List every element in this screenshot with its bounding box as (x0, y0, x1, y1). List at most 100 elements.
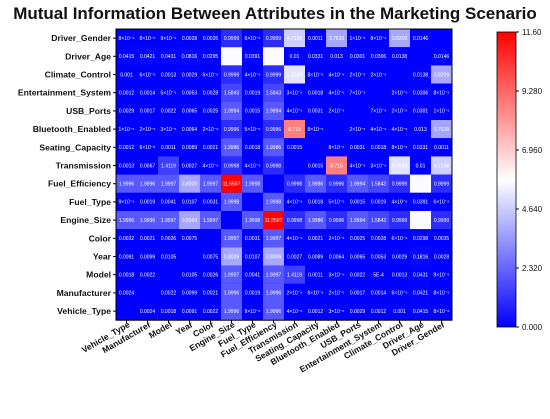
cell-value-label: 0.0306 (371, 54, 387, 60)
heatmap-cell (305, 156, 326, 175)
heatmap-cell (179, 211, 200, 230)
heatmap-cell (221, 283, 242, 302)
heatmap-cell (137, 211, 158, 230)
cell-value-label: 0.9999 (434, 182, 450, 188)
heatmap-cell (179, 29, 200, 48)
cell-value-label: 4.7158 (434, 163, 450, 169)
cell-value-label: 0.0065 (350, 254, 366, 260)
heatmap-cell (431, 302, 452, 321)
heatmap-cell (200, 120, 221, 139)
cell-value-label: 4×10⁻⁶ (287, 236, 303, 242)
cell-value-label: 0.0026 (161, 236, 177, 242)
cell-value-label: 2×10⁻⁶ (350, 127, 366, 133)
cell-value-label: 3.8009 (224, 254, 240, 260)
heatmap-cell (347, 211, 368, 230)
heatmap-cell (242, 247, 263, 266)
cell-value-label: 0.0017 (350, 291, 366, 297)
cell-value-label: 1.5843 (266, 91, 282, 97)
heatmap-cell (242, 65, 263, 84)
cell-value-label: 3×10⁻⁶ (371, 163, 387, 169)
heatmap-cell (389, 265, 410, 284)
cell-value-label: 0.0022 (140, 273, 156, 279)
heatmap-cell (137, 47, 158, 66)
cell-value-label: 11.5507 (265, 218, 283, 224)
cell-value-label: 0.0028 (371, 236, 387, 242)
heatmap-cell (347, 192, 368, 211)
heatmap-cell (305, 83, 326, 102)
cell-value-label: 1.9996 (119, 218, 135, 224)
heatmap-cell (284, 47, 305, 66)
cell-value-label: 3×10⁻⁶ (329, 273, 345, 279)
cell-value-label: 6×10⁻⁶ (203, 72, 219, 78)
cell-value-label: 0.0021 (203, 291, 219, 297)
heatmap-cell (242, 302, 263, 321)
heatmap-cell (431, 29, 452, 48)
row-label: Engine_Size (60, 215, 111, 225)
cell-value-label: 0.1816 (413, 254, 429, 260)
cell-value-label: 0.0391 (245, 54, 261, 60)
cell-value-label: 0.0019 (245, 291, 261, 297)
cell-value-label: 0.0028 (182, 36, 198, 42)
cell-value-label: 5.7137 (224, 54, 240, 60)
cell-value-label: 0.0138 (413, 72, 429, 78)
heatmap-cell (137, 138, 158, 157)
heatmap-cell (221, 101, 242, 120)
heatmap-cell (284, 174, 305, 193)
cell-value-label: 8×10⁻⁶ (434, 291, 450, 297)
heatmap-cell (116, 65, 137, 84)
cell-value-label: 1.9994 (266, 109, 282, 115)
heatmap-cell (431, 138, 452, 157)
cell-value-label: 0.9998 (287, 218, 303, 224)
heatmap-cell (242, 192, 263, 211)
heatmap-cell (158, 156, 179, 175)
cell-value-label: 0.0035 (203, 36, 219, 42)
heatmap-cell (368, 192, 389, 211)
heatmap-cell (347, 302, 368, 321)
heatmap-cell (221, 65, 242, 84)
heatmap-cell (326, 174, 347, 193)
heatmap-cell (368, 47, 389, 66)
cell-value-label: 0.0421 (140, 54, 156, 60)
heatmap-cell (116, 120, 137, 139)
cell-value-label: 3×10⁻⁶ (161, 127, 177, 133)
cell-value-label: 4×10⁻⁶ (287, 200, 303, 206)
heatmap-cell (431, 65, 452, 84)
cell-value-label: 0.0019 (245, 91, 261, 97)
cell-value-label: 0.0018 (245, 145, 261, 151)
heatmap-cell (263, 83, 284, 102)
cell-value-label: 8.715 (330, 163, 343, 169)
heatmap-cell (137, 156, 158, 175)
heatmap-cell (431, 283, 452, 302)
cell-value-label: 0.0421 (413, 291, 429, 297)
cell-value-label: 0.9999 (224, 72, 240, 78)
cell-value-label: 0.9999 (224, 36, 240, 42)
heatmap-cell (389, 47, 410, 66)
cell-value-label: 3×10⁻⁶ (287, 91, 303, 97)
heatmap-cell (137, 302, 158, 321)
cell-value-label: 1.9997 (203, 182, 219, 188)
cell-value-label: 0.0064 (329, 254, 345, 260)
heatmap-cell (305, 211, 326, 230)
heatmap-cell (200, 138, 221, 157)
heatmap-cell (158, 101, 179, 120)
cell-value-label: 1.9997 (266, 273, 282, 279)
cell-value-label: 0.0025 (203, 109, 219, 115)
heatmap-cell (179, 192, 200, 211)
heatmap-cell (389, 120, 410, 139)
heatmap-cell (389, 156, 410, 175)
heatmap-cell (137, 265, 158, 284)
cell-value-label: 0.0014 (371, 291, 387, 297)
cell-value-label: 4×10⁻⁶ (287, 109, 303, 115)
heatmap-cell (221, 29, 242, 48)
heatmap-cell (137, 83, 158, 102)
cell-value-label: 0.0138 (392, 54, 408, 60)
cell-value-label: 0.0015 (287, 145, 303, 151)
heatmap-cell (284, 120, 305, 139)
heatmap-cell (389, 83, 410, 102)
heatmap-cell (284, 211, 305, 230)
heatmap-cell (179, 302, 200, 321)
cell-value-label: 2×10⁻⁶ (371, 72, 387, 78)
heatmap-cell (242, 120, 263, 139)
cell-value-label: 1.9997 (203, 218, 219, 224)
heatmap-cell (200, 192, 221, 211)
